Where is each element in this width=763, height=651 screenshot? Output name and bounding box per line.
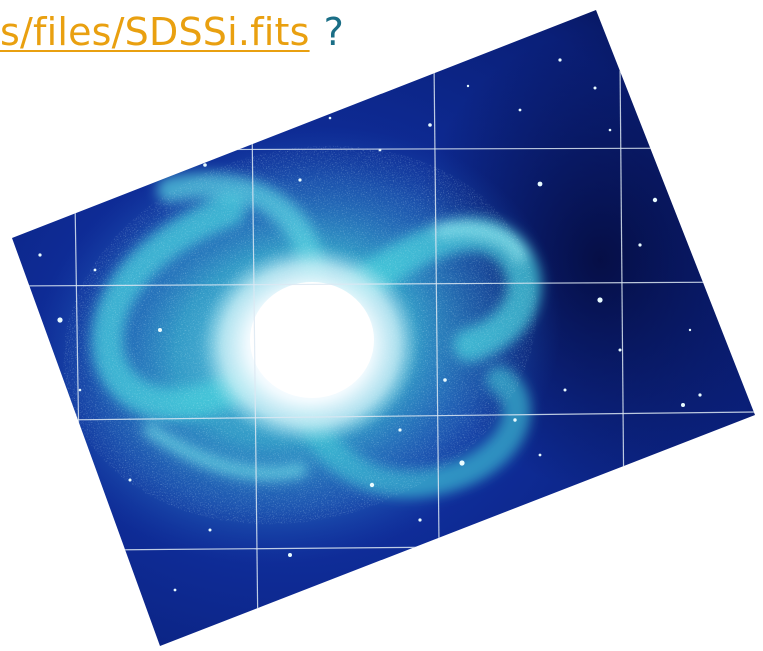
fits-file-link[interactable]: s/files/SDSSi.fits <box>0 10 310 54</box>
question-mark: ? <box>323 10 344 54</box>
title-line: s/files/SDSSi.fits? <box>0 4 344 60</box>
